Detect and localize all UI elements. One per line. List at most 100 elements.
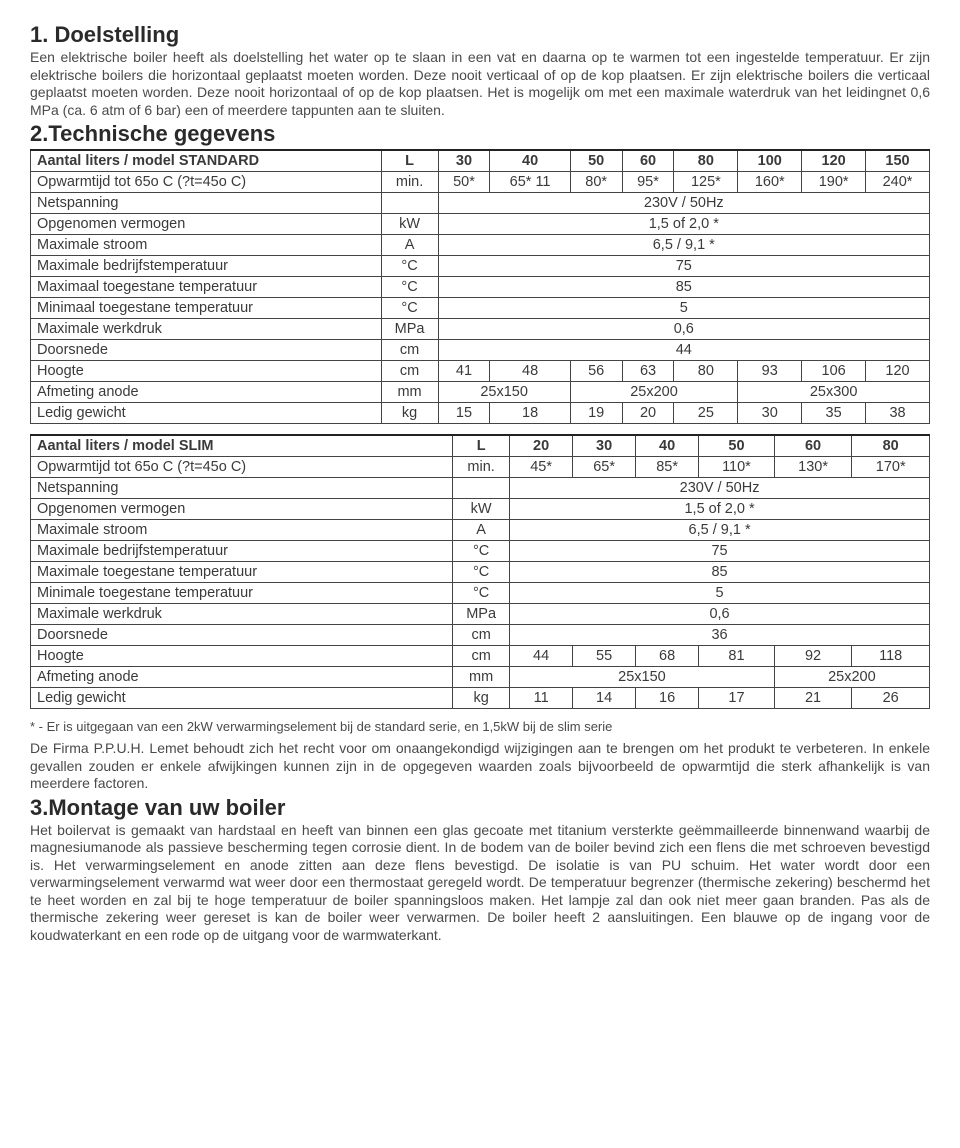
table-cell: 0,6 <box>438 319 929 340</box>
table-cell: 85* <box>636 457 699 478</box>
table-cell: 6,5 / 9,1 * <box>510 520 930 541</box>
table-cell: 110* <box>699 457 775 478</box>
table-cell: 80 <box>674 361 738 382</box>
table-cell: 230V / 50Hz <box>510 478 930 499</box>
table-cell: 93 <box>738 361 802 382</box>
table-cell: 16 <box>636 688 699 709</box>
table-cell: 1,5 of 2,0 * <box>438 214 929 235</box>
table-cell: 17 <box>699 688 775 709</box>
table-cell: 25x300 <box>738 382 930 403</box>
table-cell: 55 <box>573 646 636 667</box>
table-row-label: Maximale stroom <box>31 520 453 541</box>
table-col-header: 120 <box>802 150 866 172</box>
table-cell: 44 <box>438 340 929 361</box>
table-cell: 20 <box>622 403 674 424</box>
footnote: * - Er is uitgegaan van een 2kW verwarmi… <box>30 719 930 734</box>
table-row-label: Opwarmtijd tot 65o C (?t=45o C) <box>31 457 453 478</box>
table-col-header: 40 <box>636 435 699 457</box>
table-cell: 170* <box>852 457 930 478</box>
table-cell: 120 <box>866 361 930 382</box>
table-col-header: 60 <box>774 435 852 457</box>
table-row-unit <box>381 193 438 214</box>
table-row-label: Maximale bedrijfstemperatuur <box>31 256 382 277</box>
table-row-label: Minimaal toegestane temperatuur <box>31 298 382 319</box>
table-row-label: Hoogte <box>31 646 453 667</box>
table-row-unit: min. <box>381 172 438 193</box>
table-cell: 1,5 of 2,0 * <box>510 499 930 520</box>
table-col-header: 80 <box>852 435 930 457</box>
table-cell: 75 <box>510 541 930 562</box>
table-cell: 92 <box>774 646 852 667</box>
table-row-unit: kg <box>453 688 510 709</box>
table-row-unit: °C <box>381 298 438 319</box>
table-cell: 26 <box>852 688 930 709</box>
table-header-label: Aantal liters / model SLIM <box>31 435 453 457</box>
table-cell: 48 <box>490 361 570 382</box>
table-cell: 19 <box>570 403 622 424</box>
table-cell: 30 <box>738 403 802 424</box>
table-row-label: Maximaal toegestane temperatuur <box>31 277 382 298</box>
table-row-label: Ledig gewicht <box>31 403 382 424</box>
table-cell: 5 <box>510 583 930 604</box>
table-row-label: Maximale toegestane temperatuur <box>31 562 453 583</box>
table-col-header: 40 <box>490 150 570 172</box>
table-cell: 80* <box>570 172 622 193</box>
table-row-unit: cm <box>381 361 438 382</box>
table-cell: 63 <box>622 361 674 382</box>
table-row-label: Maximale bedrijfstemperatuur <box>31 541 453 562</box>
table-cell: 160* <box>738 172 802 193</box>
disclaimer: De Firma P.P.U.H. Lemet behoudt zich het… <box>30 740 930 793</box>
table-cell: 25x150 <box>510 667 775 688</box>
table-cell: 56 <box>570 361 622 382</box>
table-cell: 85 <box>438 277 929 298</box>
table-row-label: Maximale stroom <box>31 235 382 256</box>
table-row-unit: °C <box>381 277 438 298</box>
table-cell: 15 <box>438 403 490 424</box>
section-2-title: 2.Technische gegevens <box>30 121 930 147</box>
table-row-unit: °C <box>453 541 510 562</box>
table-row-unit: A <box>381 235 438 256</box>
table-col-header: 20 <box>510 435 573 457</box>
table-cell: 41 <box>438 361 490 382</box>
table-row-label: Netspanning <box>31 478 453 499</box>
table-cell: 68 <box>636 646 699 667</box>
table-row-unit: °C <box>381 256 438 277</box>
table-row-unit: cm <box>381 340 438 361</box>
table-cell: 35 <box>802 403 866 424</box>
table-cell: 44 <box>510 646 573 667</box>
table-row-label: Netspanning <box>31 193 382 214</box>
table-cell: 75 <box>438 256 929 277</box>
table-row-unit: cm <box>453 646 510 667</box>
table-row-label: Maximale werkdruk <box>31 604 453 625</box>
section-3-body: Het boilervat is gemaakt van hardstaal e… <box>30 822 930 945</box>
section-1-title: 1. Doelstelling <box>30 22 930 48</box>
table-col-header: 30 <box>438 150 490 172</box>
table-cell: 65* 11 <box>490 172 570 193</box>
table-cell: 125* <box>674 172 738 193</box>
table-cell: 106 <box>802 361 866 382</box>
table-cell: 5 <box>438 298 929 319</box>
table-row-label: Opgenomen vermogen <box>31 499 453 520</box>
table-row-unit: °C <box>453 583 510 604</box>
table-row-label: Doorsnede <box>31 625 453 646</box>
table-cell: 11 <box>510 688 573 709</box>
table-row-unit: MPa <box>381 319 438 340</box>
table-row-label: Afmeting anode <box>31 382 382 403</box>
table-row-label: Opgenomen vermogen <box>31 214 382 235</box>
table-col-header: 60 <box>622 150 674 172</box>
table-col-header: 100 <box>738 150 802 172</box>
table-cell: 230V / 50Hz <box>438 193 929 214</box>
table-row-label: Doorsnede <box>31 340 382 361</box>
table-cell: 38 <box>866 403 930 424</box>
table-row-unit <box>453 478 510 499</box>
table-cell: 95* <box>622 172 674 193</box>
table-row-unit: kW <box>453 499 510 520</box>
table-cell: 45* <box>510 457 573 478</box>
table-cell: 0,6 <box>510 604 930 625</box>
table-cell: 21 <box>774 688 852 709</box>
table-row-unit: cm <box>453 625 510 646</box>
table-row-label: Ledig gewicht <box>31 688 453 709</box>
table-row-unit: mm <box>381 382 438 403</box>
table-row-label: Afmeting anode <box>31 667 453 688</box>
table-row-label: Minimale toegestane temperatuur <box>31 583 453 604</box>
